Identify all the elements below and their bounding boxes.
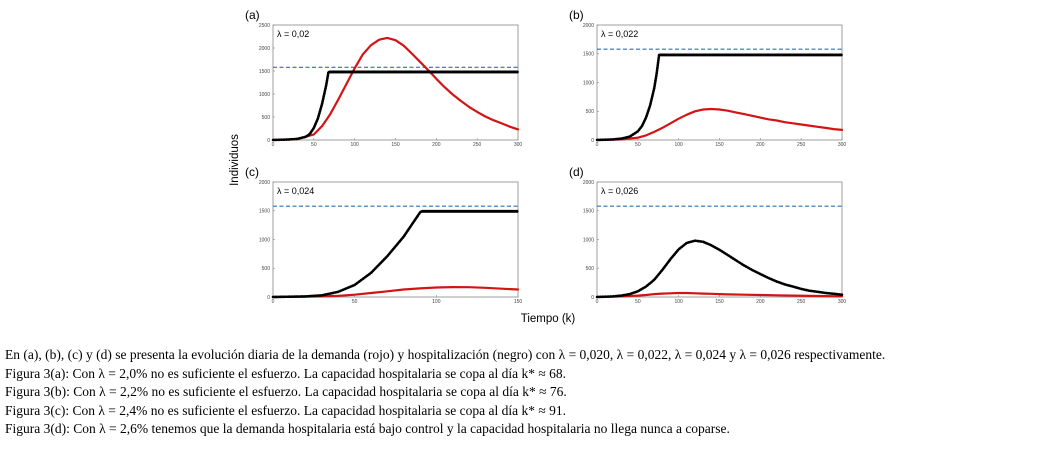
plot-frame: [272, 181, 519, 298]
hospitalization-series-line: [595, 239, 844, 299]
y-tick-label: 0: [591, 138, 594, 144]
y-tick-label: 2000: [583, 23, 594, 29]
panel-label: (b): [569, 8, 584, 22]
y-tick-label: 1000: [259, 92, 270, 98]
x-tick-label: 100: [350, 142, 359, 148]
x-tick-label: 50: [635, 299, 641, 305]
y-tick-label: 2000: [259, 46, 270, 52]
x-tick-label: 50: [352, 299, 358, 305]
x-tick-label: 150: [514, 299, 523, 305]
x-tick-label: 100: [674, 299, 683, 305]
y-tick-label: 500: [586, 109, 595, 115]
x-tick-label: 0: [596, 299, 599, 305]
x-tick-label: 100: [432, 299, 441, 305]
caption-line: Figura 3(c): Con λ = 2,4% no es suficien…: [5, 402, 567, 418]
lambda-annotation: λ = 0,026: [601, 186, 638, 196]
x-tick-label: 200: [756, 299, 765, 305]
y-tick-label: 2000: [583, 180, 594, 186]
y-tick-label: 1500: [259, 69, 270, 75]
panel-label: (d): [569, 165, 584, 179]
lambda-annotation: λ = 0,024: [277, 186, 314, 196]
figure: 0 50 100 150 200 250 300 0 500 1000 1500 2000 2500 (a…: [229, 8, 846, 325]
x-tick-label: 250: [797, 142, 806, 148]
chart-panel: 0 50 100 150 200 250 300 0 500 1000 1500 2000(d) λ =…: [569, 165, 846, 305]
hospitalization-series-line: [595, 53, 844, 142]
x-tick-label: 300: [838, 299, 847, 305]
caption-line: Figura 3(d): Con λ = 2,6% tenemos que la…: [5, 421, 730, 436]
caption-block: En (a), (b), (c) y (d) se presenta la ev…: [5, 346, 1041, 439]
x-tick-label: 50: [635, 142, 641, 148]
y-tick-label: 2000: [259, 180, 270, 186]
y-tick-label: 500: [262, 266, 271, 272]
x-tick-label: 250: [797, 299, 806, 305]
lambda-annotation: λ = 0,022: [601, 29, 638, 39]
plot-frame: [272, 24, 519, 141]
x-tick-label: 300: [514, 142, 523, 148]
y-tick-label: 1000: [583, 80, 594, 86]
x-tick-label: 0: [596, 142, 599, 148]
hospitalization-series-line: [271, 70, 520, 142]
y-tick-label: 1000: [583, 237, 594, 243]
y-tick-label: 500: [586, 266, 595, 272]
y-axis-title: Individuos: [229, 134, 241, 186]
lambda-annotation: λ = 0,02: [277, 29, 309, 39]
demand-series-line: [595, 107, 844, 142]
caption-line: En (a), (b), (c) y (d) se presenta la ev…: [5, 347, 886, 362]
demand-series-line: [271, 286, 520, 299]
x-tick-label: 200: [756, 142, 765, 148]
x-tick-label: 150: [391, 142, 400, 148]
y-tick-label: 0: [267, 138, 270, 144]
x-tick-label: 200: [432, 142, 441, 148]
x-tick-label: 300: [838, 142, 847, 148]
y-tick-label: 1500: [259, 209, 270, 215]
panel-label: (c): [245, 165, 259, 179]
y-tick-label: 0: [267, 295, 270, 301]
y-tick-label: 2500: [259, 23, 270, 29]
x-tick-label: 100: [674, 142, 683, 148]
x-tick-label: 0: [272, 142, 275, 148]
x-tick-label: 50: [311, 142, 317, 148]
chart-panel: 0 50 100 150 200 250 300 0 500 1000 1500 2000(b) λ =…: [569, 8, 846, 148]
x-tick-label: 150: [715, 142, 724, 148]
caption-line: Figura 3(a): Con λ = 2,0% no es suficien…: [5, 365, 567, 381]
y-tick-label: 500: [262, 115, 271, 121]
x-tick-label: 250: [473, 142, 482, 148]
plot-frame: [596, 181, 843, 298]
demand-series-line: [271, 36, 520, 142]
demand-series-line: [595, 291, 844, 299]
chart-panel: 0 50 100 150 200 250 300 0 500 1000 1500 2000 2500(a…: [245, 8, 522, 148]
hospitalization-series-line: [271, 210, 520, 299]
x-axis-title: Tiempo (k): [521, 313, 576, 325]
x-tick-label: 0: [272, 299, 275, 305]
plot-frame: [596, 24, 843, 141]
y-tick-label: 1000: [259, 237, 270, 243]
panel-label: (a): [245, 8, 260, 22]
y-tick-label: 1500: [583, 52, 594, 58]
y-tick-label: 1500: [583, 209, 594, 215]
caption-line: Figura 3(b): Con λ = 2,2% no es suficien…: [5, 384, 567, 399]
figure-svg: 0 50 100 150 200 250 30005001000150020002500(a…: [229, 8, 846, 325]
x-tick-label: 150: [715, 299, 724, 305]
y-tick-label: 0: [591, 295, 594, 301]
